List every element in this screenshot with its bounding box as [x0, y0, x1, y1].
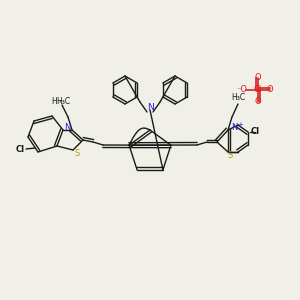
Text: S: S — [74, 148, 80, 158]
Text: O: O — [255, 74, 261, 82]
Text: +: + — [237, 122, 243, 128]
Text: Cl: Cl — [254, 85, 262, 94]
Text: O: O — [267, 85, 273, 94]
Text: N: N — [64, 122, 70, 131]
Text: O: O — [255, 98, 261, 106]
Text: Cl: Cl — [15, 146, 25, 154]
Text: $_3$: $_3$ — [58, 98, 62, 106]
Text: ⁻O: ⁻O — [236, 85, 247, 94]
Text: H₃C: H₃C — [56, 97, 70, 106]
Text: N: N — [147, 103, 153, 112]
Text: Cl: Cl — [250, 128, 260, 136]
Text: S: S — [227, 151, 232, 160]
Text: H₃C: H₃C — [231, 94, 245, 103]
Text: H: H — [51, 98, 57, 106]
Text: N: N — [231, 124, 237, 133]
